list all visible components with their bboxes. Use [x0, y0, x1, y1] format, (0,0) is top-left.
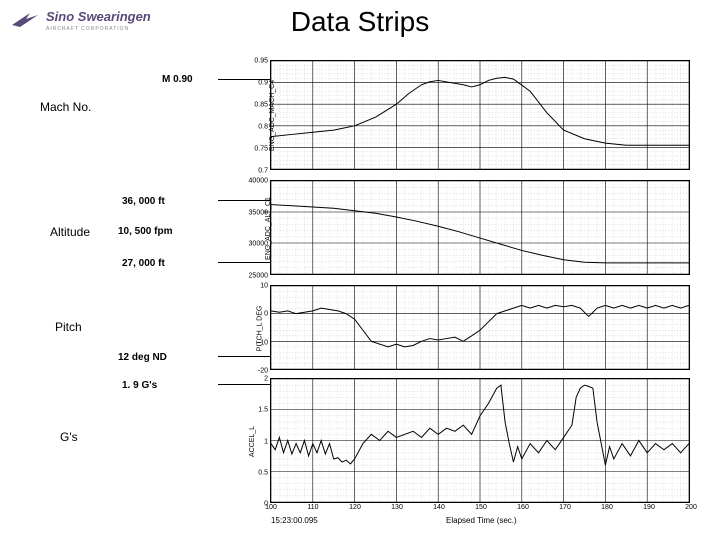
ytick: 0: [264, 311, 268, 318]
ytick: 40000: [249, 178, 268, 185]
ytick: 2: [264, 376, 268, 383]
xaxis-sublabel: 15:23:00.095: [271, 516, 318, 525]
callout-label: M 0.90: [162, 74, 193, 85]
ylabel: ACCEL_L: [249, 425, 256, 456]
ytick: 0.5: [258, 469, 268, 476]
xtick: 100: [265, 504, 277, 511]
xtick: 200: [685, 504, 697, 511]
xtick: 110: [307, 504, 318, 511]
xtick: 180: [601, 504, 613, 511]
ytick: 0.9: [258, 80, 268, 87]
side-label-pitch: Pitch: [55, 320, 82, 334]
side-label-gs: G's: [60, 430, 78, 444]
callout-label: 36, 000 ft: [122, 196, 165, 207]
ytick: 0.8: [258, 124, 268, 131]
chart-mach: 0.70.750.80.850.90.95ENG_ADC_MACH_C4: [270, 60, 690, 170]
chart-pitch: -20-10010PITCH_L DEG: [270, 285, 690, 370]
ytick: 0.85: [254, 102, 268, 109]
side-label-mach: Mach No.: [40, 100, 91, 114]
ytick: 1.5: [258, 407, 268, 414]
ytick: -20: [258, 368, 268, 375]
chart-alt: 25000300003500040000ENG_ADC_ALT_C1: [270, 180, 690, 275]
ytick: 0.75: [254, 146, 268, 153]
ylabel: PITCH_L DEG: [256, 305, 263, 351]
ytick: 10: [260, 283, 268, 290]
xtick: 150: [475, 504, 487, 511]
ylabel: ENG_ADC_ALT_C1: [265, 197, 272, 260]
callout-label: 10, 500 fpm: [118, 226, 172, 237]
ylabel: ENG_ADC_MACH_C4: [269, 80, 276, 151]
page-title: Data Strips: [0, 6, 720, 38]
xtick: 170: [559, 504, 571, 511]
xtick: 120: [349, 504, 361, 511]
xtick: 160: [517, 504, 529, 511]
callout-label: 1. 9 G's: [122, 380, 157, 391]
callout-label: 12 deg ND: [118, 352, 167, 363]
ytick: 0.95: [254, 58, 268, 65]
xtick: 130: [391, 504, 403, 511]
callout-label: 27, 000 ft: [122, 258, 165, 269]
xtick: 190: [643, 504, 655, 511]
ytick: 0.7: [258, 168, 268, 175]
xtick: 140: [433, 504, 445, 511]
ytick: 1: [264, 438, 268, 445]
xaxis-label: Elapsed Time (sec.): [446, 516, 517, 525]
ytick: 25000: [249, 273, 268, 280]
chart-gs: 00.511.52ACCEL_L100110120130140150160170…: [270, 378, 690, 503]
side-label-alt: Altitude: [50, 225, 90, 239]
